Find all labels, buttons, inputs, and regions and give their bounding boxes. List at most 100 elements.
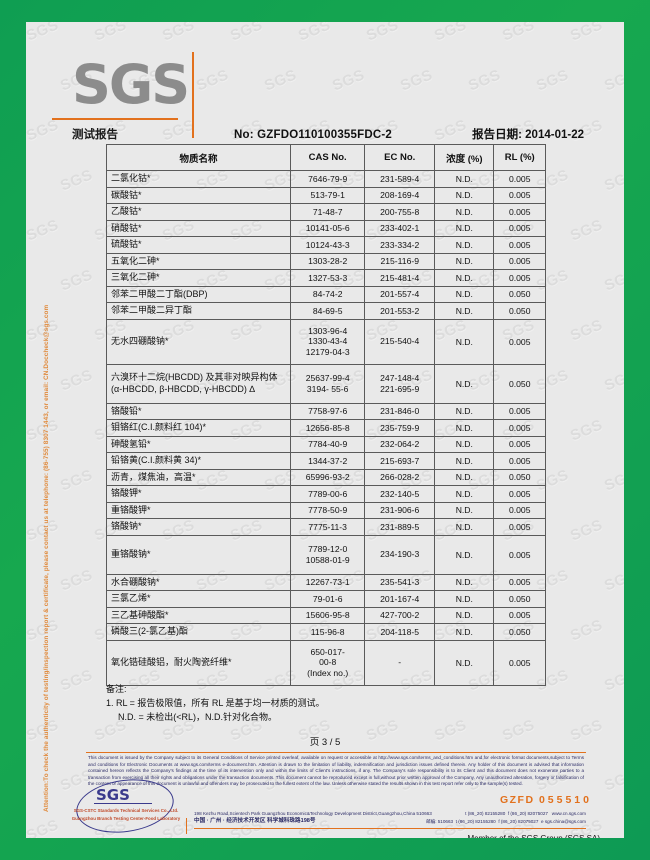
tel-en: t (86_20) 82155280 [465,811,506,816]
cell-concentration: N.D. [434,318,495,365]
watermark-text: SGS [58,566,96,595]
cell-concentration: N.D. [434,606,495,624]
table-row: 铬酸钠* 7775-11-3 231-889-5 N.D. 0.005 [106,518,546,536]
cell-substance-name: 硝酸钴* [106,219,291,237]
cell-ec-no: 201-557-4 [364,285,436,303]
cell-rl: 0.005 [493,269,546,287]
cell-rl: 0.005 [493,419,546,437]
cell-substance-name: 碳酸钴* [106,186,291,204]
cell-cas-no: 65996-93-2 [289,468,366,486]
table-row: 邻苯二甲酸二异丁酯 84-69-5 201-553-2 N.D. 0.050 [106,302,546,320]
cell-substance-name: 铬酸钠* [106,518,291,536]
cell-ec-no: 204-118-5 [364,623,436,641]
cell-ec-no: 235-759-9 [364,419,436,437]
cell-concentration: N.D. [434,186,495,204]
cell-concentration: N.D. [434,252,495,270]
cell-cas-no: 12267-73-1 [289,573,366,591]
cell-ec-no: 234-190-3 [364,534,436,575]
watermark-text: SGS [568,316,606,345]
cell-concentration: N.D. [434,573,495,591]
company-address-block: 198 Kezhu Road,Scientech Park Guangzhou … [194,810,586,825]
watermark-text: SGS [26,66,27,94]
cell-substance-name: 钼铬红(C.I.颜料红 104)* [106,419,291,437]
watermark-text: SGS [58,266,96,295]
cell-rl: 0.050 [493,363,546,404]
watermark-text: SGS [466,66,504,95]
cell-substance-name: 邻苯二甲酸二丁酯(DBP) [106,285,291,303]
table-row: 铬酸钾* 7789-00-6 232-140-5 N.D. 0.005 [106,485,546,503]
table-header: 物质名称 CAS No. EC No. 浓度 (%) RL (%) [106,144,546,171]
cell-ec-no: 235-541-3 [364,573,436,591]
address-line-en: 198 Kezhu Road,Scientech Park Guangzhou … [194,810,586,818]
cell-concentration: N.D. [434,639,495,686]
cell-ec-no: 215-693-7 [364,452,436,470]
sgs-group-member-text: Member of the SGS Group (SGS SA) [468,834,601,838]
watermark-text: SGS [602,166,624,195]
watermark-text: SGS [26,166,27,194]
website-en: www.cn.sgs.com [551,811,586,816]
table-header-row: 物质名称 CAS No. EC No. 浓度 (%) RL (%) [106,144,546,171]
column-header-ec-no: EC No. [364,144,436,171]
watermark-text: SGS [58,666,96,695]
cell-substance-name: 重铬酸钾* [106,501,291,519]
report-header: 测试报告 No: GZFDO110100355FDC-2 报告日期: 2014-… [72,126,584,142]
cell-ec-no: 233-402-1 [364,219,436,237]
cell-cas-no: 71-48-7 [289,203,366,221]
watermark-text: SGS [26,116,62,145]
cell-cas-no: 7775-11-3 [289,518,366,536]
cell-cas-no: 7789-00-6 [289,485,366,503]
table-row: 硫酸钴* 10124-43-3 233-334-2 N.D. 0.005 [106,236,546,254]
cell-ec-no: 215-116-9 [364,252,436,270]
cell-substance-name: 邻苯二甲酸二异丁酯 [106,302,291,320]
page-number: 页 3 / 5 [309,737,341,748]
table-row: 砷酸氢铅* 7784-40-9 232-064-2 N.D. 0.005 [106,435,546,453]
cell-ec-no: 232-064-2 [364,435,436,453]
notes-heading: 备注: [106,684,127,694]
cell-substance-name: 水合硼酸钠* [106,573,291,591]
sgs-logo-text: SGS [72,53,190,116]
cell-ec-no: 231-589-4 [364,170,436,188]
watermark-text: SGS [26,766,27,794]
cell-rl: 0.005 [493,402,546,420]
authenticity-notice: Attention:To check the authenticity of t… [43,304,50,812]
cell-cas-no: 84-74-2 [289,285,366,303]
cell-concentration: N.D. [434,534,495,575]
cell-substance-name: 乙酸钴* [106,203,291,221]
report-title: 测试报告 [72,129,118,141]
watermark-text: SGS [58,166,96,195]
watermark-text: SGS [602,666,624,695]
watermark-text: SGS [602,66,624,95]
cell-substance-name: 砷酸氢铅* [106,435,291,453]
watermark-text: SGS [26,666,27,694]
cell-concentration: N.D. [434,219,495,237]
cell-cas-no: 7778-50-9 [289,501,366,519]
cell-cas-no: 7646-79-9 [289,170,366,188]
cell-concentration: N.D. [434,501,495,519]
cell-ec-no: 231-889-5 [364,518,436,536]
watermark-text: SGS [568,216,606,245]
cell-concentration: N.D. [434,402,495,420]
watermark-text: SGS [364,22,402,45]
watermark-text: SGS [58,466,96,495]
logo-horizontal-rule [52,118,178,120]
watermark-text: SGS [26,266,27,294]
table-row: 三氧化二砷* 1327-53-3 215-481-4 N.D. 0.005 [106,269,546,287]
seal-ellipse-icon [72,773,178,838]
table-row: 邻苯二甲酸二丁酯(DBP) 84-74-2 201-557-4 N.D. 0.050 [106,285,546,303]
cell-substance-name: 重铬酸钠* [106,534,291,575]
cell-concentration: N.D. [434,419,495,437]
cell-concentration: N.D. [434,485,495,503]
watermark-text: SGS [602,466,624,495]
cell-concentration: N.D. [434,468,495,486]
cell-concentration: N.D. [434,203,495,221]
cell-rl: 0.050 [493,623,546,641]
cell-concentration: N.D. [434,435,495,453]
cell-substance-name: 三氧化二砷* [106,269,291,287]
cell-ec-no: 215-540-4 [364,318,436,365]
cell-rl: 0.005 [493,534,546,575]
table-row: 二氯化钴* 7646-79-9 231-589-4 N.D. 0.005 [106,170,546,188]
cell-concentration: N.D. [434,452,495,470]
cell-ec-no: 201-553-2 [364,302,436,320]
cell-rl: 0.005 [493,573,546,591]
